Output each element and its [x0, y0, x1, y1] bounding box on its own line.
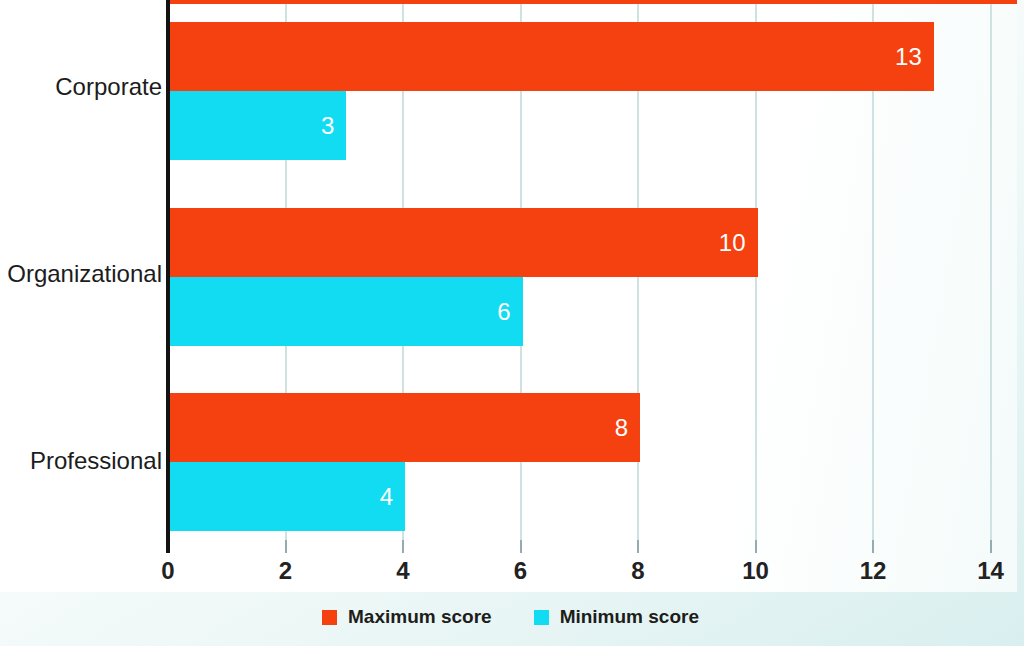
x-tick-label-14: 14: [961, 556, 1021, 586]
bar-value-label: 10: [719, 231, 746, 255]
cropped-bar-fragment: [170, 0, 1017, 4]
axis-tick-4: [402, 540, 404, 553]
axis-tick-10: [755, 540, 757, 553]
category-label-organizational: Organizational: [0, 259, 162, 289]
bar-minimum-corporate: 3: [170, 91, 346, 160]
chart-canvas: 13 3 10 6 8 4 Corporate Organizational Professi…: [0, 0, 1017, 592]
minimum-score-swatch-icon: [534, 610, 549, 625]
axis-tick-14: [990, 540, 992, 553]
legend-label-minimum: Minimum score: [560, 605, 699, 629]
bar-minimum-organizational: 6: [170, 277, 523, 346]
x-tick-label-0: 0: [138, 556, 198, 586]
legend-item-minimum: Minimum score: [534, 605, 699, 629]
axis-tick-12: [872, 540, 874, 553]
axis-tick-8: [637, 540, 639, 553]
x-tick-label-2: 2: [256, 556, 316, 586]
gridline-14: [990, 0, 992, 540]
legend-item-maximum: Maximum score: [322, 605, 492, 629]
bar-value-label: 4: [380, 485, 393, 509]
bar-maximum-corporate: 13: [170, 22, 934, 91]
bar-value-label: 13: [895, 45, 922, 69]
x-tick-label-6: 6: [491, 556, 551, 586]
bar-maximum-professional: 8: [170, 393, 640, 462]
category-label-corporate: Corporate: [0, 72, 162, 102]
bar-maximum-organizational: 10: [170, 208, 758, 277]
bar-value-label: 8: [615, 416, 628, 440]
category-label-professional: Professional: [0, 446, 162, 476]
legend-label-maximum: Maximum score: [348, 605, 492, 629]
maximum-score-swatch-icon: [322, 610, 337, 625]
x-tick-label-8: 8: [608, 556, 668, 586]
x-tick-label-10: 10: [726, 556, 786, 586]
chart-page: 13 3 10 6 8 4 Corporate Organizational Professi…: [0, 0, 1024, 646]
bar-value-label: 6: [497, 300, 510, 324]
bar-value-label: 3: [321, 114, 334, 138]
bar-minimum-professional: 4: [170, 462, 405, 531]
axis-tick-6: [520, 540, 522, 553]
legend: Maximum score Minimum score: [322, 605, 699, 629]
x-tick-label-12: 12: [843, 556, 903, 586]
x-tick-label-4: 4: [373, 556, 433, 586]
axis-tick-2: [285, 540, 287, 553]
